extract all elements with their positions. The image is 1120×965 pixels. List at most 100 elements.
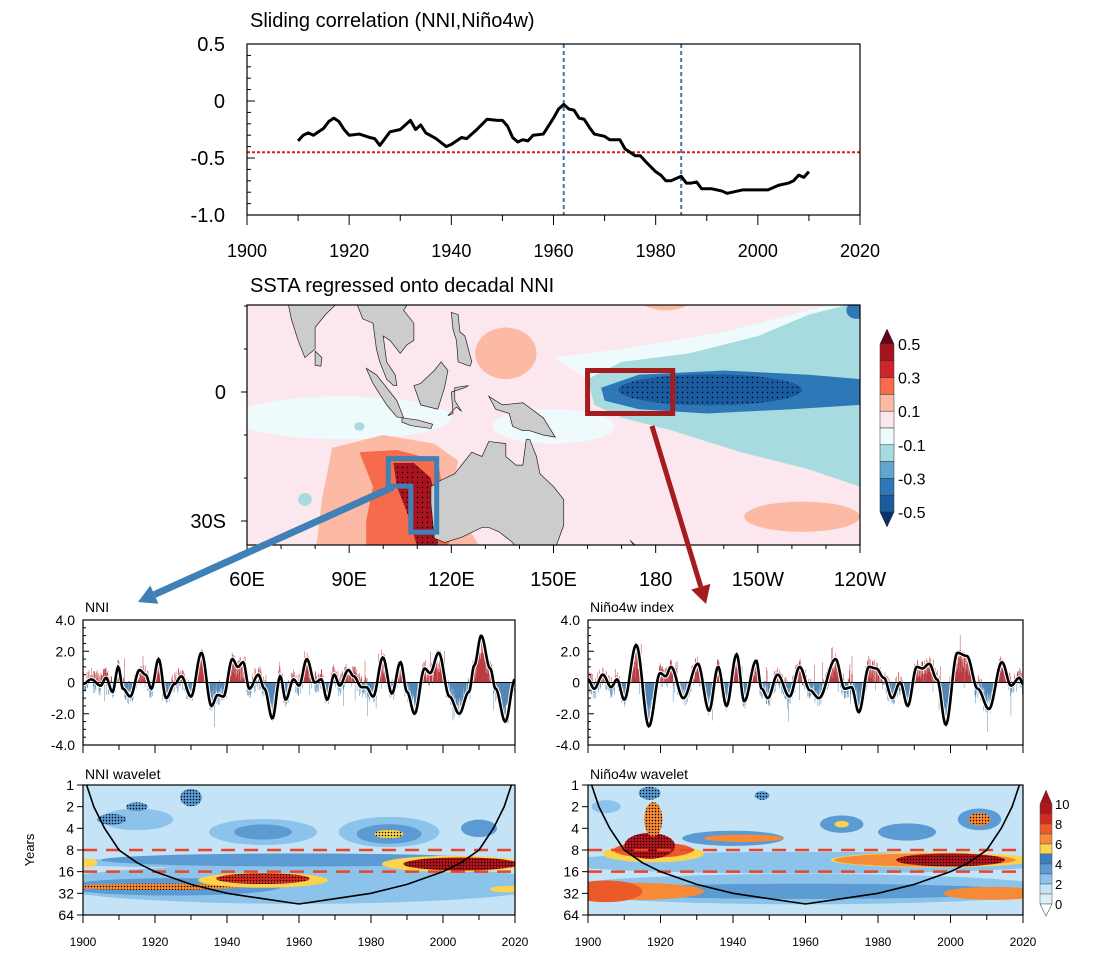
y-tick-label: -2.0 xyxy=(51,706,75,722)
ssta-contour-region xyxy=(354,422,365,431)
colorbar-box xyxy=(879,494,895,513)
nni-timeseries-panel: NNI 4.0 2.0 0 -2.0 -4.0 xyxy=(51,599,516,753)
colorbar-box xyxy=(1039,803,1053,815)
lon-label: 120W xyxy=(834,569,886,591)
significance-stipple xyxy=(638,786,661,800)
land-mass xyxy=(487,395,556,438)
colorbar-box xyxy=(879,427,895,446)
y-tick-label: 0 xyxy=(67,675,75,691)
x-tick-label: 1920 xyxy=(647,935,674,949)
bars-layer xyxy=(83,633,515,728)
colorbar-under-arrow xyxy=(879,511,895,528)
colorbar-label: 0.3 xyxy=(898,371,920,388)
significance-stipple xyxy=(968,812,991,826)
colorbar-box xyxy=(1039,823,1053,835)
y-tick-label: -1.0 xyxy=(191,205,225,227)
correlation-line xyxy=(296,102,811,195)
x-tick-label: 1960 xyxy=(792,935,819,949)
wavelet-power-region xyxy=(588,880,643,903)
x-tick-label: 1980 xyxy=(865,935,892,949)
wavelet-power-region xyxy=(878,823,936,841)
blue-arrow-head xyxy=(138,585,159,604)
x-tick-label: 2000 xyxy=(738,241,778,261)
ssta-contour-region xyxy=(846,305,860,319)
y-tick-label: 4 xyxy=(571,820,579,836)
land-mass xyxy=(430,438,565,545)
lat-label: 30S xyxy=(190,511,226,533)
colorbar-box xyxy=(1039,833,1053,845)
cone-of-influence xyxy=(590,785,1021,905)
x-tick-label: 1940 xyxy=(214,935,241,949)
y-tick-label: 4.0 xyxy=(56,612,76,628)
y-tick-label: 8 xyxy=(66,842,74,858)
significance-stipple xyxy=(216,873,310,885)
land-mass xyxy=(356,305,415,386)
significance-stipple xyxy=(403,857,515,871)
wavelet-power-region xyxy=(588,883,1023,899)
y-tick-label: 16 xyxy=(563,864,579,880)
panel-title: NNI xyxy=(85,599,109,615)
ssta-contour-region xyxy=(475,327,537,380)
x-tick-label: 1940 xyxy=(431,241,471,261)
ssta-contour-region xyxy=(298,493,312,506)
colorbar-box xyxy=(1039,863,1053,875)
colorbar-box xyxy=(879,394,895,412)
x-tick-label: 2000 xyxy=(937,935,964,949)
wavelet-power-region xyxy=(234,824,292,840)
colorbar-label: 4 xyxy=(1055,857,1062,872)
y-tick-label: 8 xyxy=(571,842,579,858)
y-tick-label: 2.0 xyxy=(561,643,581,659)
lat-label: 0 xyxy=(215,382,226,404)
nino4w-region-box xyxy=(585,368,676,416)
lon-label: 150W xyxy=(732,569,784,591)
map-content xyxy=(247,305,860,545)
colorbar-label: -0.3 xyxy=(898,471,926,488)
wavelet-power-region xyxy=(489,885,515,893)
wavelet-power-region xyxy=(943,886,1023,900)
lon-label: 90E xyxy=(331,569,367,591)
ssta-contour-region xyxy=(247,396,452,440)
x-tick-label: 1900 xyxy=(227,241,267,261)
y-tick-label: -0.5 xyxy=(191,148,225,170)
blue-arrow-shaft xyxy=(152,483,395,598)
x-tick-label: 1980 xyxy=(358,935,385,949)
significance-stipple xyxy=(374,829,404,839)
colorbar-box xyxy=(879,444,895,462)
cone-of-influence xyxy=(85,785,513,905)
x-tick-label: 1920 xyxy=(142,935,169,949)
colorbar-label: 10 xyxy=(1055,797,1069,812)
wavelet-power-region xyxy=(461,819,497,837)
colorbar-label: 8 xyxy=(1055,817,1062,832)
significance-stipple xyxy=(126,802,148,812)
colorbar-box xyxy=(1039,813,1053,825)
colorbar-box xyxy=(1039,853,1053,865)
panel-title: NNI wavelet xyxy=(85,766,161,782)
y-tick-label: -4.0 xyxy=(51,737,75,753)
smoothed-line xyxy=(588,643,1023,728)
colorbar-box xyxy=(879,410,895,429)
land-mass xyxy=(447,385,469,416)
x-tick-label: 1980 xyxy=(636,241,676,261)
wavelet-colorbar: 10 8 6 4 2 0 xyxy=(1039,789,1069,917)
colorbar-box xyxy=(879,377,895,395)
significance-stipple xyxy=(644,802,663,837)
significance-stipple xyxy=(618,374,803,406)
land-mass xyxy=(450,311,473,367)
colorbar-box xyxy=(879,478,895,496)
x-tick-label: 1900 xyxy=(575,935,602,949)
colorbar-label: 0 xyxy=(1055,897,1062,912)
ssta-contour-region xyxy=(744,501,860,532)
bars-layer xyxy=(588,635,1023,732)
y-tick-label: 0 xyxy=(214,91,225,113)
x-tick-label: 2020 xyxy=(1010,935,1037,949)
smoothed-line xyxy=(83,634,515,724)
significance-stipple xyxy=(393,462,438,545)
wavelet-power-region xyxy=(704,834,784,842)
significance-stipple xyxy=(83,883,242,891)
colorbar-label: -0.1 xyxy=(898,438,926,455)
x-tick-label: 1960 xyxy=(533,241,573,261)
map-title: SSTA regressed onto decadal NNI xyxy=(250,275,554,297)
y-tick-label: 1 xyxy=(571,777,579,793)
x-tick-label: 1900 xyxy=(70,935,97,949)
